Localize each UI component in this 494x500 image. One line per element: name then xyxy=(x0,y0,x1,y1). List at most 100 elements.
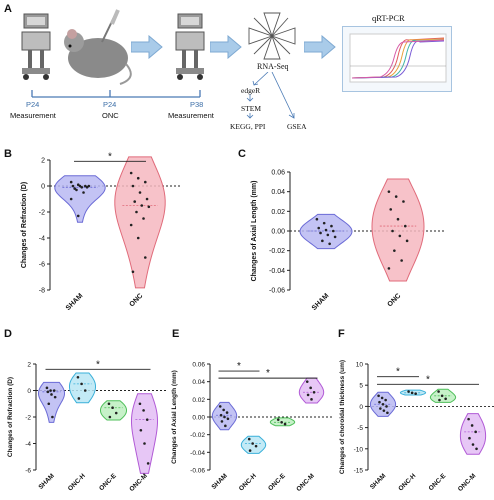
significance-star: * xyxy=(266,368,270,379)
y-tick-label: -0.04 xyxy=(269,268,285,275)
qpcr-curve-thumbnail xyxy=(342,26,452,92)
data-point xyxy=(254,444,258,448)
data-point xyxy=(333,235,337,239)
y-tick-label: 0.04 xyxy=(192,379,205,386)
data-point xyxy=(330,224,333,228)
significance-star: * xyxy=(96,359,100,370)
data-point xyxy=(331,229,335,233)
data-point xyxy=(471,443,475,446)
data-point xyxy=(326,233,330,237)
chart-c-axial-length: 0.06 0.04 0.02 0.00 -0.02 -0.04 -0.06 Changes o… xyxy=(251,170,446,312)
data-point xyxy=(328,242,331,246)
data-point xyxy=(393,249,396,252)
rnaseq-label: RNA-Seq xyxy=(257,62,289,71)
x-category-label: ONC-E xyxy=(428,472,448,492)
data-point xyxy=(139,428,143,432)
data-point xyxy=(75,188,78,192)
y-tick-label: 0.00 xyxy=(271,229,285,236)
data-point xyxy=(251,442,254,445)
data-point xyxy=(381,402,385,406)
data-point xyxy=(280,421,283,424)
x-category-label: ONC xyxy=(128,292,144,308)
violin-shape xyxy=(68,372,97,404)
data-point xyxy=(219,413,223,417)
data-point xyxy=(138,191,142,194)
chart-e-axial-length: 0.06 0.04 0.02 0.00 -0.02 -0.04 -0.06 Changes o… xyxy=(171,361,334,493)
y-tick-label: -6 xyxy=(25,468,31,475)
timeline-line xyxy=(31,90,201,98)
data-point xyxy=(378,400,381,404)
data-point xyxy=(283,422,287,426)
y-tick-label: 10 xyxy=(356,362,364,369)
data-point xyxy=(276,418,280,421)
data-point xyxy=(45,386,49,390)
data-point xyxy=(324,228,328,232)
data-point xyxy=(379,407,382,410)
data-point xyxy=(468,436,471,440)
step-label-measurement: Measurement xyxy=(10,111,56,120)
data-point xyxy=(385,405,388,408)
y-tick-label: 2 xyxy=(27,362,31,369)
data-point xyxy=(143,442,146,445)
x-category-label: ONC-M xyxy=(457,472,478,493)
y-tick-label: -0.02 xyxy=(269,248,285,255)
data-point xyxy=(142,217,145,220)
data-point xyxy=(387,267,391,270)
y-tick-label: -0.02 xyxy=(190,432,205,439)
violin-shape xyxy=(459,413,487,455)
y-tick-label: 0.02 xyxy=(192,397,205,404)
panel-letter-c: C xyxy=(238,148,246,160)
data-point xyxy=(80,382,83,386)
data-point xyxy=(53,395,57,399)
y-tick-label: 0.06 xyxy=(192,362,205,369)
y-tick-label: -4 xyxy=(39,236,45,243)
data-point xyxy=(107,402,111,406)
mouse-icon xyxy=(64,9,132,85)
flow-arrow-icon xyxy=(304,35,336,59)
x-category-label: SHAM xyxy=(210,472,228,490)
data-point xyxy=(87,184,91,188)
violin-shape xyxy=(240,435,267,454)
x-category-label: SHAM xyxy=(369,472,387,490)
data-point xyxy=(83,389,87,392)
data-point xyxy=(382,409,386,412)
y-tick-label: -0.04 xyxy=(190,450,205,457)
data-point xyxy=(218,405,222,408)
pipeline-arrows xyxy=(246,72,295,119)
data-point xyxy=(312,390,316,394)
data-point xyxy=(80,186,84,189)
data-point xyxy=(129,223,133,227)
data-point xyxy=(111,406,114,410)
data-point xyxy=(248,449,252,452)
data-point xyxy=(47,402,51,406)
data-point xyxy=(403,224,407,228)
violin-shape xyxy=(114,156,166,289)
data-point xyxy=(402,200,405,203)
data-point xyxy=(223,415,226,419)
data-point xyxy=(226,417,230,421)
data-point xyxy=(225,411,229,414)
significance-star: * xyxy=(108,151,112,162)
data-point xyxy=(143,180,147,184)
y-tick-label: 2 xyxy=(41,158,45,165)
data-point xyxy=(384,398,387,402)
timeline-label-p38: P38 xyxy=(190,100,204,109)
y-tick-label: 0.02 xyxy=(271,209,285,216)
y-tick-label: 0.04 xyxy=(271,189,285,196)
data-point xyxy=(135,210,138,214)
y-axis-label: Changes of choroidal thickness (um) xyxy=(339,360,346,474)
timeline-label-p24-onc: P24 xyxy=(103,100,117,109)
y-tick-label: -2 xyxy=(39,210,45,217)
data-point xyxy=(380,396,384,400)
data-point xyxy=(386,411,389,415)
pipeline-gsea: GSEA xyxy=(287,122,307,131)
y-tick-label: 5 xyxy=(359,383,363,390)
violin-shape xyxy=(130,393,159,474)
significance-star: * xyxy=(426,374,430,385)
pipeline-stem: STEM xyxy=(241,104,262,113)
step-label-onc: ONC xyxy=(102,111,119,120)
data-point xyxy=(82,191,85,194)
y-axis-label: Changes of Axial Length (mm) xyxy=(171,370,178,464)
y-axis-label: Changes of Refraction (D) xyxy=(7,377,14,457)
y-tick-label: -4 xyxy=(25,441,31,448)
